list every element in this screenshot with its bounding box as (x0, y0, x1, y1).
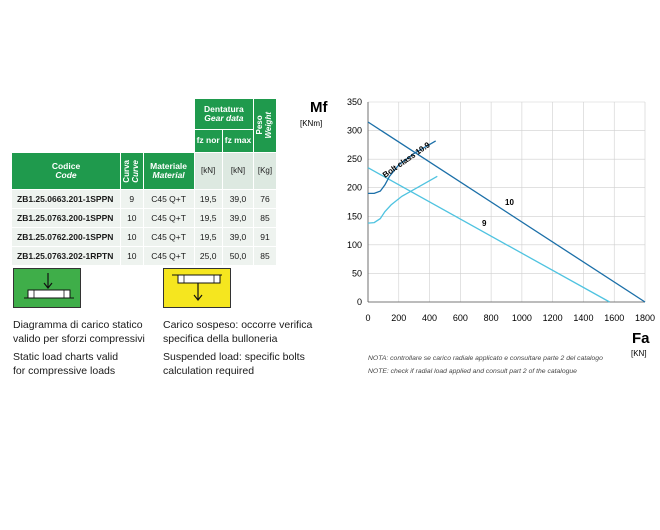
gear-label: Dentatura (204, 103, 244, 114)
x-tick-label: 1800 (635, 313, 655, 323)
th-code: Codice Code (12, 153, 120, 189)
unit-weight: [Kg] (254, 153, 276, 189)
suspended-load-diagram-icon (172, 274, 222, 301)
x-tick-label: 1200 (543, 313, 563, 323)
cell-fz-nor: 19,5 (194, 209, 222, 227)
series-line-1 (367, 167, 610, 303)
cell-fz-max: 39,0 (222, 228, 254, 246)
y-axis-unit: [KNm] (300, 119, 322, 128)
x-tick-label: 200 (391, 313, 406, 323)
th-fz-nor: fz nor (194, 130, 222, 152)
x-tick-label: 1400 (573, 313, 593, 323)
material-label-en: Material (152, 170, 185, 180)
x-axis-label: Fa (632, 330, 650, 347)
cell-code: ZB1.25.0763.200-1SPPN (12, 209, 120, 227)
x-tick-label: 600 (453, 313, 468, 323)
table-row: ZB1.25.0762.200-1SPPN 10 C45 Q+T 19,5 39… (12, 228, 276, 246)
cell-fz-max: 39,0 (222, 209, 254, 227)
static-it-line2: valido per sforzi compressivi (13, 333, 145, 345)
table-row: ZB1.25.0663.201-1SPPN 9 C45 Q+T 19,5 39,… (12, 190, 276, 208)
th-fz-max: fz max (222, 130, 254, 152)
gear-label-en: Gear data (204, 113, 244, 123)
cell-code: ZB1.25.0763.202-1RPTN (12, 247, 120, 265)
y-tick-label: 150 (347, 211, 362, 221)
x-tick-label: 1000 (512, 313, 532, 323)
series-label-9: 9 (482, 219, 487, 228)
susp-en-line1: Suspended load: specific bolts (163, 351, 305, 363)
x-tick-label: 1600 (604, 313, 624, 323)
y-tick-label: 350 (347, 97, 362, 107)
x-axis-unit: [KN] (631, 349, 647, 358)
code-label-en: Code (55, 170, 77, 180)
cell-fz-nor: 19,5 (194, 228, 222, 246)
series-line-2 (368, 140, 437, 195)
th-material: Materiale Material (143, 153, 194, 189)
cell-curve: 10 (121, 228, 143, 246)
cell-curve: 10 (121, 247, 143, 265)
x-tick-label: 800 (484, 313, 499, 323)
cell-fz-max: 39,0 (222, 190, 254, 208)
y-tick-label: 50 (352, 268, 362, 278)
cell-curve: 9 (121, 190, 143, 208)
susp-it-line2: specifica della bulloneria (163, 333, 278, 345)
suspended-load-icon (163, 268, 231, 308)
x-tick-label: 400 (422, 313, 437, 323)
cell-material: C45 Q+T (143, 228, 194, 246)
static-en-line2: for compressive loads (13, 365, 116, 377)
cell-curve: 10 (121, 209, 143, 227)
th-gear-data: Dentatura Gear data (194, 99, 254, 129)
cell-material: C45 Q+T (143, 247, 194, 265)
code-label: Codice (51, 160, 81, 171)
note-en: NOTE: check if radial load applied and c… (368, 368, 577, 375)
cell-fz-max: 50,0 (222, 247, 254, 265)
th-curve: Curva Curve (121, 153, 143, 189)
note-it: NOTA: controllare se carico radiale appl… (368, 355, 603, 362)
th-weight: Peso Weight (254, 99, 276, 152)
series-label-10: 10 (505, 198, 514, 207)
product-spec-table: Dentatura Gear data Peso Weight fz nor fz… (11, 98, 277, 266)
cell-code: ZB1.25.0663.201-1SPPN (12, 190, 120, 208)
cell-fz-nor: 25,0 (194, 247, 222, 265)
unit-fz-nor: [kN] (194, 153, 222, 189)
cell-weight: 91 (254, 228, 276, 246)
cell-code: ZB1.25.0762.200-1SPPN (12, 228, 120, 246)
susp-en-line2: calculation required (163, 365, 255, 377)
cell-material: C45 Q+T (143, 209, 194, 227)
y-axis-label: Mf (310, 99, 328, 116)
static-legend-en: Static load charts valid for compressive… (13, 350, 118, 378)
cell-fz-nor: 19,5 (194, 190, 222, 208)
cell-weight: 85 (254, 247, 276, 265)
y-tick-label: 100 (347, 240, 362, 250)
cell-weight: 76 (254, 190, 276, 208)
susp-legend-en: Suspended load: specific bolts calculati… (163, 350, 305, 378)
cell-material: C45 Q+T (143, 190, 194, 208)
static-it-line1: Diagramma di carico statico (13, 319, 143, 331)
y-tick-label: 200 (347, 183, 362, 193)
x-tick-label: 0 (365, 313, 370, 323)
susp-it-line1: Carico sospeso: occorre verifica (163, 319, 313, 331)
susp-legend-it: Carico sospeso: occorre verifica specifi… (163, 318, 312, 346)
unit-fz-max: [kN] (222, 153, 254, 189)
static-load-diagram-icon (24, 273, 74, 299)
static-load-icon (13, 268, 81, 308)
static-legend-it: Diagramma di carico statico valido per s… (13, 318, 145, 346)
y-tick-label: 0 (357, 297, 362, 307)
y-tick-label: 250 (347, 154, 362, 164)
table-row: ZB1.25.0763.202-1RPTN 10 C45 Q+T 25,0 50… (12, 247, 276, 265)
series-label-bolt-class: Bolt class 10.9 (381, 140, 432, 180)
series-line-3 (367, 175, 438, 224)
cell-weight: 85 (254, 209, 276, 227)
series-line-0 (367, 121, 646, 303)
table-row: ZB1.25.0763.200-1SPPN 10 C45 Q+T 19,5 39… (12, 209, 276, 227)
y-tick-label: 300 (347, 126, 362, 136)
static-en-line1: Static load charts valid (13, 351, 119, 363)
material-label: Materiale (150, 160, 188, 171)
